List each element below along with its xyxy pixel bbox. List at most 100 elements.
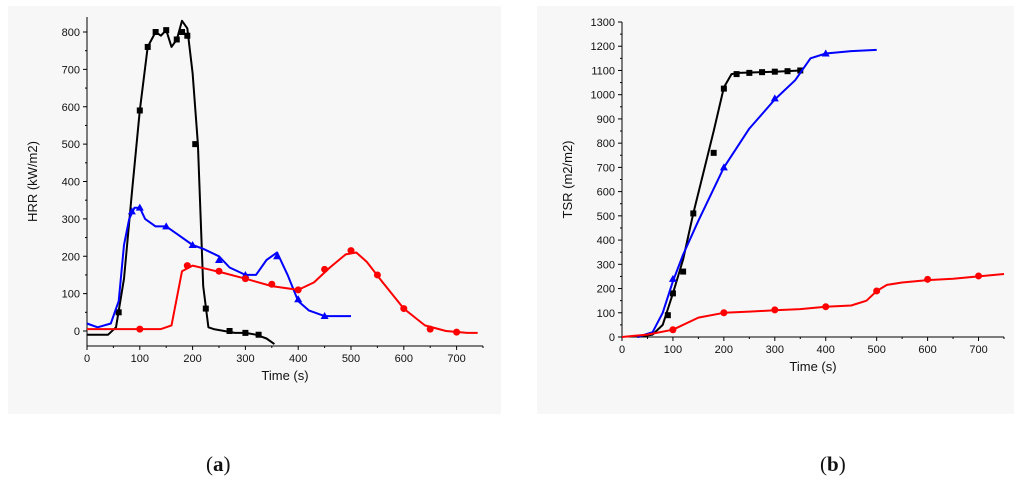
panel-a-x-tick-label: 100 — [131, 353, 149, 365]
panel-b-series-3-point — [669, 326, 677, 334]
panel-b-series-1-point — [690, 210, 697, 217]
panel-a-series-3-point — [241, 275, 249, 283]
panel-a-y-tick-label: 800 — [62, 27, 80, 39]
panel-b-x-tick-label: 0 — [619, 344, 625, 356]
panel-a-y-tick-label: 0 — [74, 326, 80, 338]
panel-b-y-tick-label: 900 — [597, 114, 615, 126]
panel-b-x-tick-label: 600 — [918, 344, 936, 356]
panel-b-x-tick-label: 700 — [969, 344, 987, 356]
panel-b-series-1-point — [771, 68, 778, 75]
panel-b-y-tick-label: 1300 — [591, 17, 615, 29]
panel-a-x-tick-label: 0 — [84, 353, 90, 365]
panel-a-series-1-point — [184, 32, 191, 39]
panel-a-y-tick-label: 600 — [62, 102, 80, 114]
panel-a-series-2-point — [294, 295, 303, 303]
panel-a-x-tick-label: 300 — [236, 353, 254, 365]
panel-b-y-tick-label: 1100 — [591, 65, 615, 77]
panel-a-x-axis-label: Time (s) — [261, 368, 308, 383]
panel-a-series-1-line — [87, 19, 275, 345]
panel-a-series-2-point — [135, 203, 144, 211]
panel-label-b: (b) — [820, 452, 846, 476]
panel-b-x-tick-label: 400 — [817, 344, 835, 356]
panel-b-series-3-line — [621, 273, 1005, 338]
panel-a-x-tick-label: 400 — [289, 353, 307, 365]
panel-a-x-tick-label: 500 — [342, 353, 360, 365]
panel-b-x-tick-label: 300 — [766, 344, 784, 356]
panel-a-series-3-point — [183, 262, 191, 270]
panel-a-series-3-point — [400, 305, 408, 313]
panel-b-series-2-point — [770, 94, 779, 102]
panel-b-series-2-point — [719, 163, 728, 171]
panel-a-series-3-point — [426, 325, 434, 333]
panel-a-series-1-point — [242, 329, 249, 336]
panel-a-series-1-point — [136, 107, 143, 114]
panel-a-series-1-point — [226, 328, 233, 334]
panel-a-y-tick-label: 700 — [62, 64, 80, 76]
panel-b-series-3-point — [873, 287, 881, 295]
panel-a-series-1-point — [152, 29, 159, 35]
panel-b-series-3 — [621, 272, 1005, 338]
panel-label-a: (a) — [206, 452, 231, 476]
panel-a-series-1-point — [144, 43, 151, 50]
panel-a-series-2-point — [320, 312, 329, 320]
panel-b-x-tick-label: 500 — [867, 344, 885, 356]
panel-a-series-2 — [86, 203, 351, 329]
panel-a-series-1-point — [163, 27, 170, 34]
panel-a-series-1-point — [192, 141, 199, 148]
panel-b-chart: 0 100 200 300 400 500 600 700 0 100 200 300 400 500 60… — [560, 17, 1005, 374]
panel-b-y-axis-label: TSR (m2/m2) — [560, 141, 575, 219]
panel-a-series-2-point — [215, 255, 223, 263]
panel-b-series-1-line — [637, 69, 801, 338]
panel-a-series-3-point — [347, 247, 355, 255]
panel-b-x-tick-label: 100 — [664, 344, 682, 356]
panel-a-series-2-line — [86, 206, 351, 329]
panel-b-series-1-point — [720, 85, 727, 92]
panel-a-series-3-point — [215, 267, 223, 275]
panel-a-series-3-point — [136, 325, 144, 333]
panel-b-series-1-point — [680, 268, 687, 275]
panel-a-series-2-point — [188, 241, 197, 249]
panel-b-y-tick-label: 400 — [597, 235, 615, 247]
panel-a-x-tick-label: 600 — [395, 353, 413, 365]
panel-a-y-tick-label: 200 — [62, 251, 80, 263]
panel-a-series-3 — [87, 247, 478, 336]
panel-a-series-3-point — [373, 271, 381, 279]
panel-b-series-3-point — [720, 309, 728, 317]
panel-a-series-1-point — [255, 331, 262, 338]
panel-a-x-tick-label: 700 — [447, 353, 465, 365]
panel-a-series-3-point — [321, 265, 329, 273]
panel-b-y-tick-label: 600 — [597, 187, 615, 199]
panel-a-series-1-point — [173, 36, 180, 43]
panel-a-series-3-point — [294, 286, 302, 294]
panel-b-series-1 — [637, 67, 804, 338]
panel-b-series-1-point — [710, 149, 717, 156]
panel-b-y-tick-label: 200 — [597, 284, 615, 296]
panel-b-series-1-point — [746, 69, 753, 76]
panel-b-y-tick-label: 1200 — [591, 41, 615, 53]
panel-b-x-axis-label: Time (s) — [789, 359, 836, 374]
panel-a-x-tick-label: 200 — [183, 353, 201, 365]
panel-b-y-tick-label: 700 — [597, 162, 615, 174]
panel-b-series-3-point — [822, 303, 830, 311]
panel-b-series-3-point — [924, 275, 932, 283]
panel-b-y-tick-label: 300 — [597, 259, 615, 271]
panel-b-series-1-point — [797, 67, 804, 74]
panel-a-series-3-point — [268, 280, 276, 288]
panel-b-series-2-point — [668, 274, 677, 282]
panel-a-y-tick-label: 500 — [62, 139, 80, 151]
panel-b-y-tick-label: 500 — [597, 211, 615, 223]
panel-b-series-2 — [637, 48, 877, 338]
panel-a-series-1-point — [115, 309, 122, 316]
panel-b-series-1-point — [759, 69, 766, 76]
panel-a-chart: 0 100 200 300 400 500 600 700 0 100 200 300 400 500 60… — [25, 17, 484, 383]
panel-b-y-tick-label: 100 — [597, 308, 615, 320]
panel-a-series-2-point — [162, 222, 171, 230]
panel-a-series-1-point — [202, 305, 209, 312]
panel-b-series-1-point — [784, 68, 791, 75]
panel-b-series-1-point — [669, 290, 676, 297]
panel-b-series-2-point — [821, 49, 830, 57]
panel-a-y-tick-label: 100 — [62, 289, 80, 301]
panel-b-series-1-point — [733, 71, 740, 78]
panel-a-series-3-point — [453, 328, 461, 336]
